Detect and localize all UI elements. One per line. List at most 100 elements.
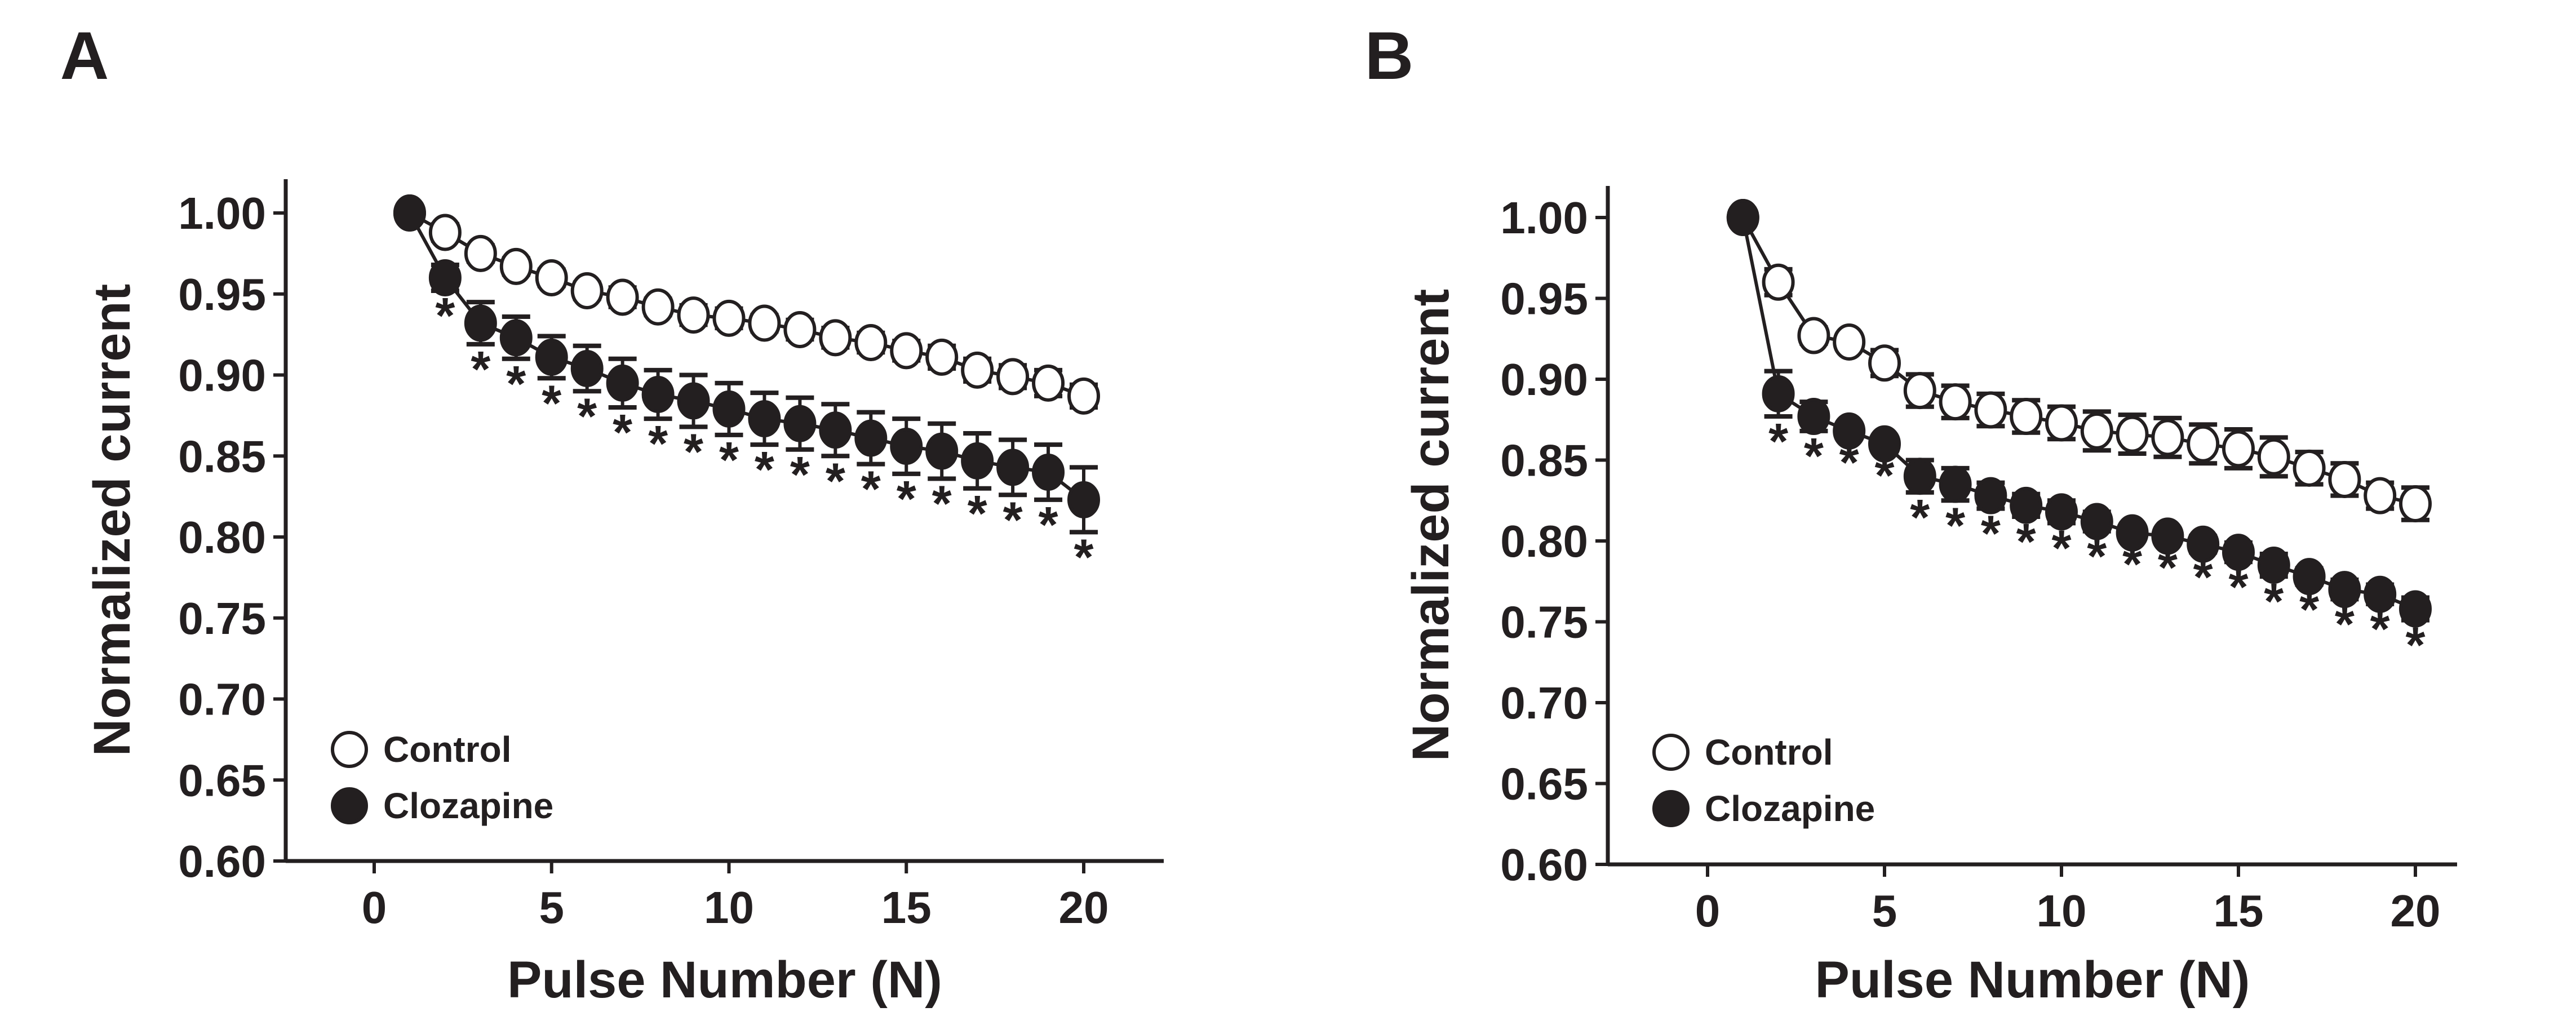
significance-asterisk: *: [2087, 529, 2107, 585]
data-point: [677, 296, 710, 334]
data-point: [2293, 558, 2326, 596]
data-point: [393, 194, 426, 232]
significance-asterisk: *: [968, 486, 987, 542]
significance-asterisk: *: [1910, 490, 1930, 546]
data-point: [1833, 412, 1866, 450]
y-tick-label: 0.90: [1500, 354, 1588, 405]
significance-asterisk: *: [1874, 447, 1894, 504]
data-point: [712, 299, 746, 337]
data-point: [890, 428, 923, 465]
significance-asterisk: *: [1074, 529, 1093, 585]
x-tick-label: 15: [2214, 886, 2264, 936]
panel-label: B: [1365, 18, 1414, 94]
data-point: [2293, 449, 2326, 487]
y-tick-label: 0.60: [1500, 840, 1588, 890]
data-point: [1762, 375, 1795, 412]
data-point: [890, 332, 923, 370]
data-point: [1903, 372, 1936, 410]
significance-asterisk: *: [719, 432, 739, 489]
series-control: [393, 194, 1100, 415]
data-point: [925, 432, 959, 470]
data-point: [2010, 398, 2043, 436]
significance-asterisk: *: [1003, 492, 1023, 548]
x-axis-title: Pulse Number (N): [1815, 951, 2250, 1009]
data-point: [925, 338, 959, 376]
data-point: [570, 350, 604, 387]
x-tick-label: 20: [2391, 886, 2441, 936]
data-point: [2187, 525, 2220, 563]
significance-asterisk: *: [2370, 601, 2390, 658]
significance-asterisk: *: [471, 341, 490, 398]
significance-asterisk: *: [2193, 549, 2213, 606]
y-tick-label: 1.00: [178, 188, 266, 238]
data-point: [996, 358, 1030, 396]
data-point: [854, 419, 888, 457]
x-tick-label: 15: [881, 882, 932, 933]
data-point: [712, 390, 746, 428]
data-point: [1868, 425, 1901, 463]
data-point: [819, 411, 852, 449]
data-point: [1797, 398, 1830, 436]
significance-asterisk: *: [1804, 428, 1824, 485]
series-clozapine: [1726, 199, 2432, 628]
data-point: [2364, 477, 2397, 514]
data-point: [2080, 503, 2113, 540]
y-tick-label: 0.70: [178, 674, 266, 725]
data-point: [2328, 571, 2361, 609]
data-point: [1726, 199, 1759, 236]
data-point: [961, 351, 994, 389]
data-point: [606, 278, 639, 316]
data-point: [2151, 517, 2184, 555]
data-point: [2257, 547, 2290, 584]
data-point: [1903, 458, 1936, 495]
y-tick-label: 0.95: [178, 269, 266, 319]
significance-asterisk: *: [2158, 540, 2178, 596]
data-point: [2364, 575, 2397, 613]
x-axis-title: Pulse Number (N): [507, 951, 942, 1009]
legend-marker-clozapine: [331, 787, 368, 824]
data-point: [2399, 485, 2432, 522]
data-point: [499, 247, 533, 285]
panel-label: A: [60, 18, 109, 94]
legend-marker-control: [1652, 734, 1690, 771]
y-tick-label: 0.80: [1500, 516, 1588, 566]
legend-marker-control: [331, 731, 368, 768]
significance-asterisk: *: [2051, 520, 2071, 576]
significance-asterisk: *: [2122, 536, 2142, 593]
data-point: [1974, 477, 2007, 514]
significance-asterisk: *: [2264, 574, 2284, 630]
data-point: [1868, 344, 1901, 382]
data-point: [1833, 323, 1866, 361]
data-point: [996, 449, 1030, 486]
data-point: [783, 311, 817, 348]
significance-asterisk: *: [1039, 497, 1058, 553]
significance-asterisk: *: [542, 375, 561, 432]
x-tick-label: 0: [1695, 886, 1721, 936]
data-point: [535, 338, 568, 376]
significance-asterisk: *: [2405, 618, 2425, 674]
data-point: [2116, 514, 2149, 552]
data-point: [2116, 415, 2149, 453]
significance-asterisk: *: [577, 388, 597, 445]
significance-asterisk: *: [1768, 414, 1788, 470]
data-point: [677, 382, 710, 420]
y-tick-label: 0.85: [178, 431, 266, 481]
data-point: [748, 400, 781, 438]
significance-asterisk: *: [2228, 559, 2248, 615]
y-tick-label: 0.80: [178, 512, 266, 562]
data-point: [2187, 425, 2220, 463]
data-point: [2222, 534, 2255, 571]
x-tick-label: 10: [704, 882, 754, 933]
y-tick-label: 0.65: [178, 755, 266, 805]
x-tick-label: 0: [362, 882, 387, 933]
data-point: [641, 288, 675, 326]
significance-asterisk: *: [755, 442, 774, 498]
legend-label: Control: [1705, 732, 1833, 773]
significance-asterisk: *: [790, 447, 810, 503]
series-clozapine: [393, 194, 1100, 535]
y-tick-label: 0.75: [178, 593, 266, 644]
y-tick-label: 0.90: [178, 350, 266, 401]
data-point: [961, 442, 994, 480]
significance-asterisk: *: [435, 288, 455, 344]
y-tick-label: 0.60: [178, 836, 266, 886]
